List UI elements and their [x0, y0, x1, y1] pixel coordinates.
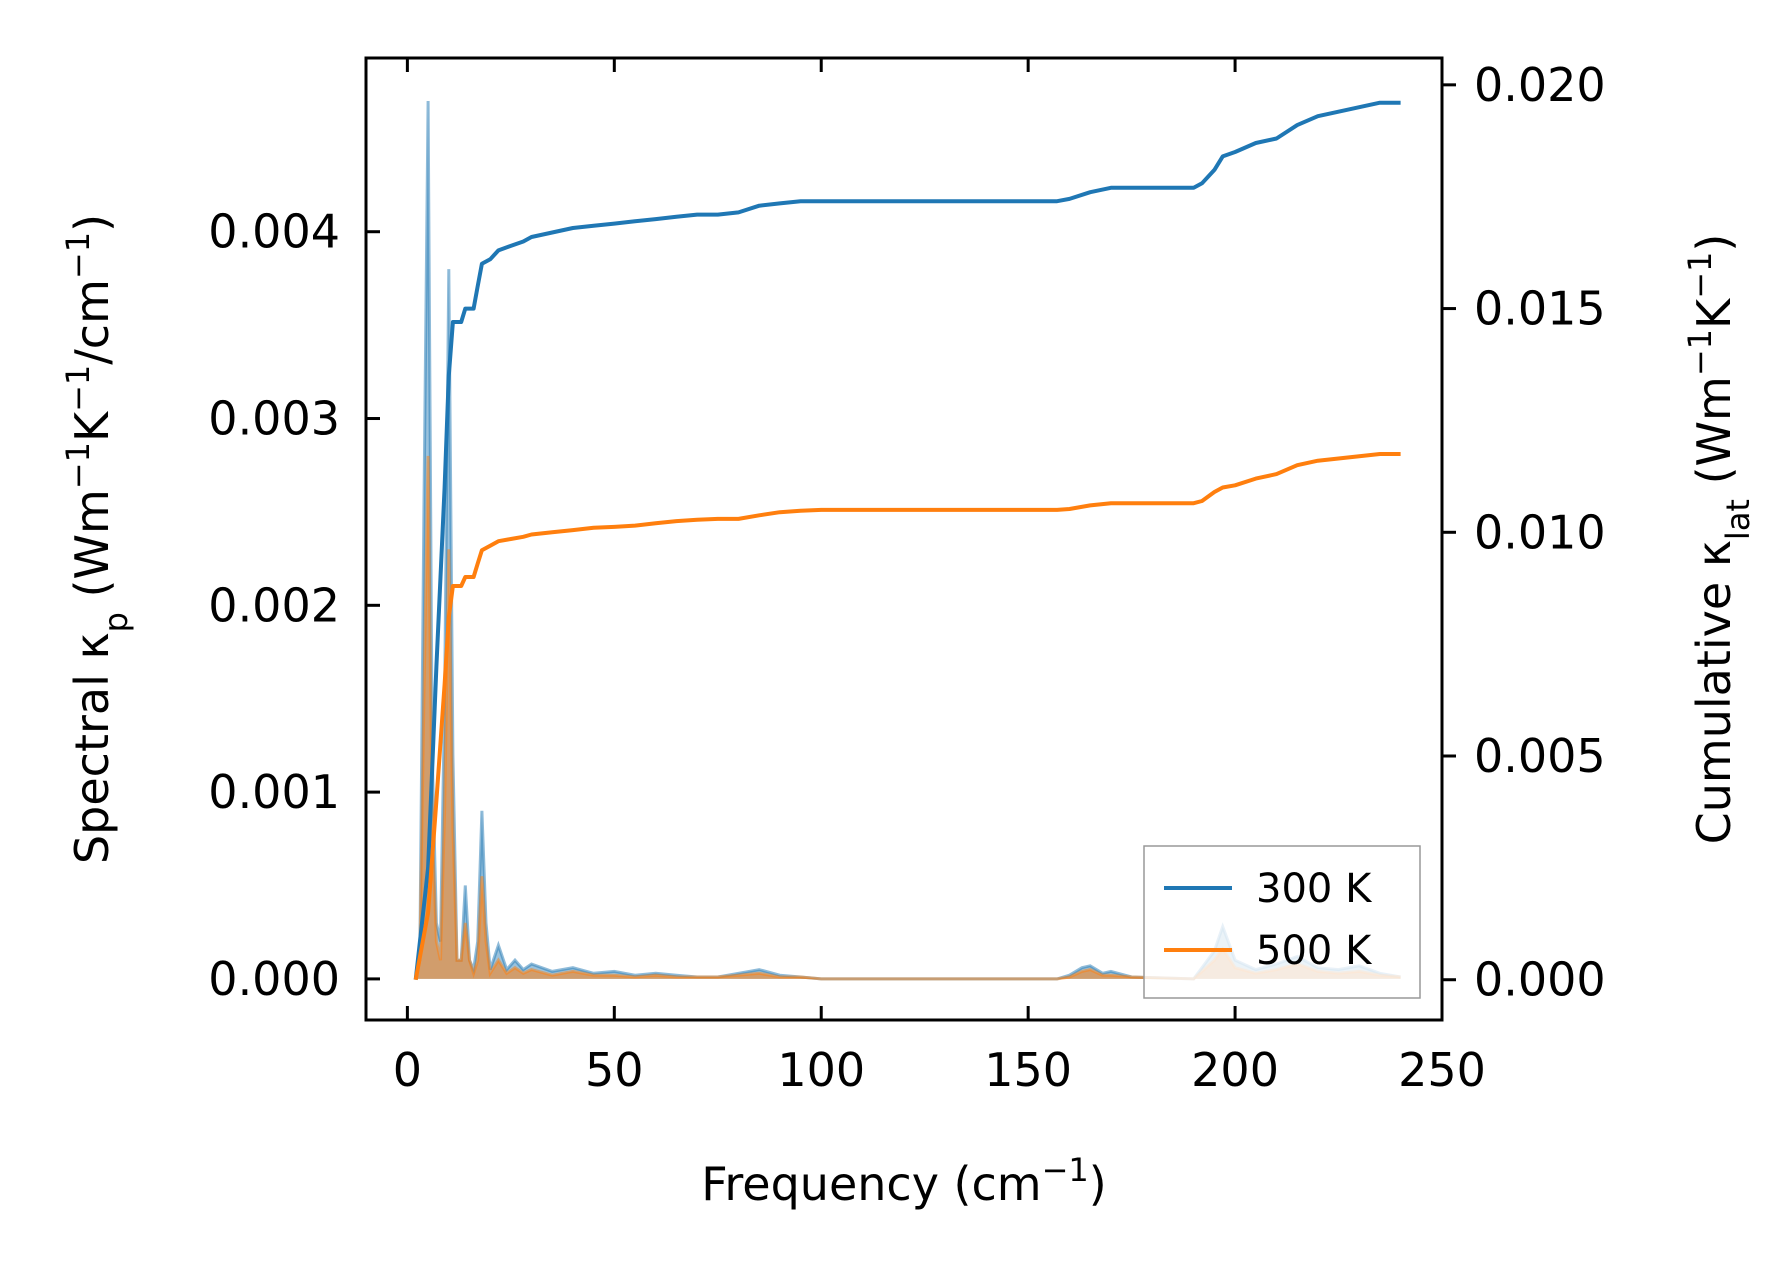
y-right-tick-label: 0.005	[1474, 729, 1606, 783]
y-left-tick-label: 0.003	[208, 392, 340, 446]
x-tick-label: 200	[1191, 1043, 1279, 1097]
y-left-tick-label: 0.004	[208, 205, 340, 259]
x-tick-label: 50	[585, 1043, 644, 1097]
y-right-tick-label: 0.010	[1474, 505, 1606, 559]
x-tick-label: 150	[984, 1043, 1072, 1097]
x-tick-label: 100	[777, 1043, 865, 1097]
legend-label-1: 500 K	[1256, 928, 1373, 974]
cumulative-line-1	[413, 452, 1401, 981]
legend-label-0: 300 K	[1256, 866, 1373, 912]
y-left-tick-label: 0.002	[208, 578, 340, 632]
y-left-axis-label: Spectral κp (Wm−1K−1/cm−1)	[59, 214, 135, 864]
y-right-tick-label: 0.000	[1474, 953, 1606, 1007]
y-right-tick-label: 0.015	[1474, 282, 1606, 336]
plot-frame	[364, 56, 1444, 1022]
x-axis-label: Frequency (cm−1)	[701, 1151, 1106, 1211]
y-left-tick-label: 0.000	[208, 952, 340, 1006]
cumulative-line-0	[413, 100, 1401, 980]
legend: 300 K 500 K	[1143, 845, 1421, 999]
x-tick-label: 250	[1398, 1043, 1486, 1097]
cumulative-layer	[413, 100, 1401, 981]
axes-layer: 0 50 100 150 200 250 0.000 0.001 0.002 0.003 0.004…	[59, 56, 1757, 1211]
y-left-tick-label: 0.001	[208, 765, 340, 819]
y-right-tick-label: 0.020	[1474, 58, 1606, 112]
x-tick-label: 0	[393, 1043, 422, 1097]
y-right-axis-label: Cumulative κlat (Wm−1K−1)	[1681, 234, 1757, 845]
legend-box	[1143, 845, 1421, 999]
